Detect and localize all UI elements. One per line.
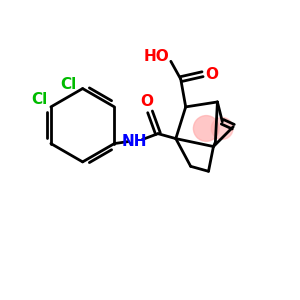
Text: HO: HO [144, 49, 170, 64]
Text: O: O [205, 67, 218, 82]
Circle shape [211, 118, 233, 139]
Text: O: O [141, 94, 154, 110]
Text: Cl: Cl [61, 77, 77, 92]
Text: NH: NH [122, 134, 147, 149]
Text: Cl: Cl [31, 92, 47, 107]
Circle shape [194, 116, 219, 141]
